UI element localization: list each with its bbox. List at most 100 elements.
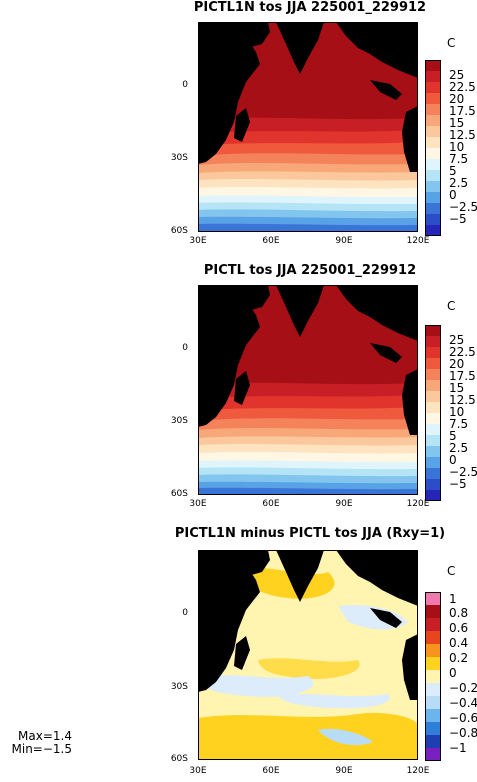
pos-patch xyxy=(258,658,360,680)
sst-map xyxy=(198,285,418,495)
se-asia-land xyxy=(336,22,418,78)
xtick-60e: 60E xyxy=(262,766,280,776)
cb-label: −0.8 xyxy=(449,726,477,740)
cb-label: −0.2 xyxy=(449,681,477,695)
se-asia-land xyxy=(336,285,418,341)
cb-label: −2.5 xyxy=(449,465,477,479)
swatch xyxy=(425,446,441,457)
cb-label: 25 xyxy=(449,333,465,347)
xtick-120e: 120E xyxy=(406,499,430,509)
cb-label: 0.6 xyxy=(449,621,469,635)
swatch xyxy=(425,60,441,71)
madagascar-land xyxy=(234,108,250,142)
cb-label: −5 xyxy=(449,477,467,491)
indonesia-land xyxy=(370,608,402,628)
panel-title: PICTL tos JJA 225001_229912 xyxy=(203,263,417,278)
swatch xyxy=(425,592,441,605)
cb-label: 17.5 xyxy=(449,369,476,383)
neg-patch xyxy=(198,675,314,697)
swatch xyxy=(425,748,441,761)
xtick-60e: 60E xyxy=(262,499,280,509)
indonesia-land xyxy=(370,80,402,100)
cb-label: 0 xyxy=(449,453,457,467)
map-frame xyxy=(198,285,418,495)
swatch xyxy=(425,435,441,446)
madagascar-land xyxy=(234,371,250,405)
max-stat: Max=1.4 xyxy=(18,729,72,743)
map-frame xyxy=(198,22,418,232)
swatch xyxy=(425,104,441,115)
cb-label: 17.5 xyxy=(449,104,476,118)
swatch xyxy=(425,709,441,722)
cb-label: 2.5 xyxy=(449,441,469,455)
diff-map xyxy=(198,550,418,760)
min-stat: Min=−1.5 xyxy=(11,742,73,756)
swatch xyxy=(425,93,441,104)
ytick-60s: 60S xyxy=(170,226,188,236)
ytick-30s: 30S xyxy=(170,153,188,163)
cb-label: 7.5 xyxy=(449,152,469,166)
ytick-0: 0 xyxy=(182,343,188,353)
swatch xyxy=(425,468,441,479)
australia-land xyxy=(402,106,418,172)
swatch xyxy=(425,192,441,203)
australia-land xyxy=(402,369,418,435)
swatch xyxy=(425,413,441,424)
cb-label: 10 xyxy=(449,405,465,419)
cb-label: 12.5 xyxy=(449,128,476,142)
swatch xyxy=(425,225,441,236)
swatch xyxy=(425,670,441,683)
xtick-120e: 120E xyxy=(406,766,430,776)
swatch xyxy=(425,358,441,369)
panel-3: PICTL1N minus PICTL tos JJA (Rxy=1) 0 30… xyxy=(0,526,477,782)
se-asia-land xyxy=(336,550,418,606)
xtick-90e: 90E xyxy=(335,499,353,509)
neg-patch xyxy=(318,728,373,746)
ytick-0: 0 xyxy=(182,80,188,90)
arabia-land xyxy=(224,22,270,48)
ytick-30s: 30S xyxy=(170,682,188,692)
ytick-60s: 60S xyxy=(170,489,188,499)
colorbar-unit: C xyxy=(447,299,456,313)
swatch xyxy=(425,71,441,82)
swatch xyxy=(425,735,441,748)
xtick-90e: 90E xyxy=(335,236,353,246)
swatch xyxy=(425,137,441,148)
swatch xyxy=(425,115,441,126)
xtick-30e: 30E xyxy=(189,766,207,776)
panel-title: PICTL1N minus PICTL tos JJA (Rxy=1) xyxy=(174,526,446,541)
panel-1: PICTL1N tos JJA 225001_229912 xyxy=(0,0,477,262)
swatch xyxy=(425,347,441,358)
swatch xyxy=(425,457,441,468)
madagascar-land xyxy=(234,636,250,670)
africa-land xyxy=(198,550,260,692)
sst-map-plot xyxy=(198,285,418,495)
swatch xyxy=(425,490,441,501)
colorbar-swatches xyxy=(425,60,441,236)
sst-map-plot xyxy=(198,22,418,232)
panel-title: PICTL1N tos JJA 225001_229912 xyxy=(193,0,427,15)
neg-patch xyxy=(278,694,390,709)
swatch xyxy=(425,631,441,644)
colorbar-swatches xyxy=(425,592,441,761)
stats-block: Max=1.4 Min=−1.5 xyxy=(8,729,73,756)
band-m7 xyxy=(198,487,418,495)
india-land xyxy=(276,285,324,337)
swatch xyxy=(425,170,441,181)
swatch xyxy=(425,325,441,336)
swatch xyxy=(425,683,441,696)
map-frame xyxy=(198,550,418,760)
cb-label: 20 xyxy=(449,92,465,106)
colorbar-frame xyxy=(425,592,441,761)
xtick-60e: 60E xyxy=(262,236,280,246)
cb-label: 1 xyxy=(449,592,457,606)
cb-label: 15 xyxy=(449,116,465,130)
africa-land xyxy=(198,285,260,427)
xtick-30e: 30E xyxy=(189,236,207,246)
cb-label: −5 xyxy=(449,212,467,226)
cb-label: 0.2 xyxy=(449,651,469,665)
swatch xyxy=(425,369,441,380)
swatch xyxy=(425,391,441,402)
colorbar-unit: C xyxy=(447,564,456,578)
colorbar-frame xyxy=(425,325,441,501)
